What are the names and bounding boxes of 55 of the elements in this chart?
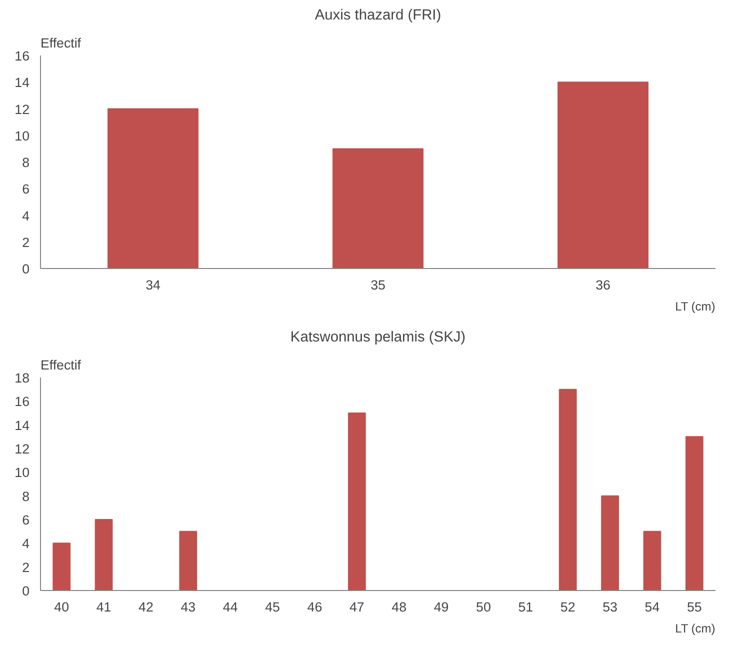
chart-title: Auxis thazard (FRI): [314, 8, 442, 24]
y-tick-label: 4: [22, 536, 30, 552]
y-tick-label: 2: [22, 560, 30, 575]
y-tick-label: 8: [22, 155, 30, 170]
x-tick-label: 55: [686, 600, 702, 614]
x-tick-label: 47: [349, 600, 364, 614]
x-tick-label: 36: [596, 278, 610, 292]
bar: [643, 530, 662, 590]
bar: [332, 148, 424, 268]
x-tick-label: 50: [476, 600, 491, 614]
x-tick-label: 51: [518, 600, 534, 614]
y-axis-title: Effectif: [40, 36, 82, 50]
y-tick-label: 2: [22, 234, 30, 250]
y-tick-label: 4: [22, 208, 30, 224]
x-axis-title: LT (cm): [675, 300, 716, 314]
y-tick-label: 10: [14, 128, 30, 144]
x-tick-label: 41: [96, 600, 112, 614]
x-tick-label: 34: [146, 278, 161, 292]
bar: [558, 82, 648, 268]
y-tick-label: 16: [14, 48, 30, 64]
bar: [601, 495, 619, 590]
x-tick-label: 43: [180, 600, 196, 614]
x-tick-label: 46: [307, 600, 322, 614]
y-tick-label: 12: [14, 442, 30, 456]
y-tick-label: 8: [22, 488, 30, 504]
y-tick-label: 6: [22, 512, 30, 528]
x-tick-label: 52: [560, 600, 576, 614]
bar: [348, 412, 366, 590]
bar: [558, 388, 577, 590]
x-tick-label: 35: [370, 278, 386, 292]
x-axis-title: LT (cm): [675, 622, 716, 636]
x-tick-label: 53: [602, 600, 618, 614]
bar: [52, 542, 71, 590]
bar: [108, 108, 198, 268]
x-tick-label: 44: [222, 600, 238, 614]
x-tick-label: 54: [644, 600, 660, 614]
y-tick-label: 0: [22, 262, 30, 276]
x-tick-label: 40: [54, 600, 70, 614]
y-tick-label: 12: [14, 102, 30, 117]
x-tick-label: 45: [265, 600, 280, 614]
bar: [179, 530, 198, 590]
x-tick-label: 48: [392, 600, 407, 614]
y-tick-label: 14: [14, 75, 30, 90]
chart-title: Katswonnus pelamis (SKJ): [290, 330, 466, 346]
y-tick-label: 18: [14, 370, 30, 386]
x-tick-label: 49: [434, 600, 449, 614]
bar: [94, 519, 113, 590]
y-tick-label: 0: [22, 584, 30, 598]
y-tick-label: 16: [14, 394, 30, 410]
y-tick-label: 6: [22, 182, 30, 197]
y-tick-label: 10: [14, 465, 30, 480]
bar: [685, 436, 704, 590]
x-tick-label: 42: [138, 600, 154, 614]
y-axis-title: Effectif: [40, 358, 82, 372]
y-tick-label: 14: [14, 418, 30, 433]
